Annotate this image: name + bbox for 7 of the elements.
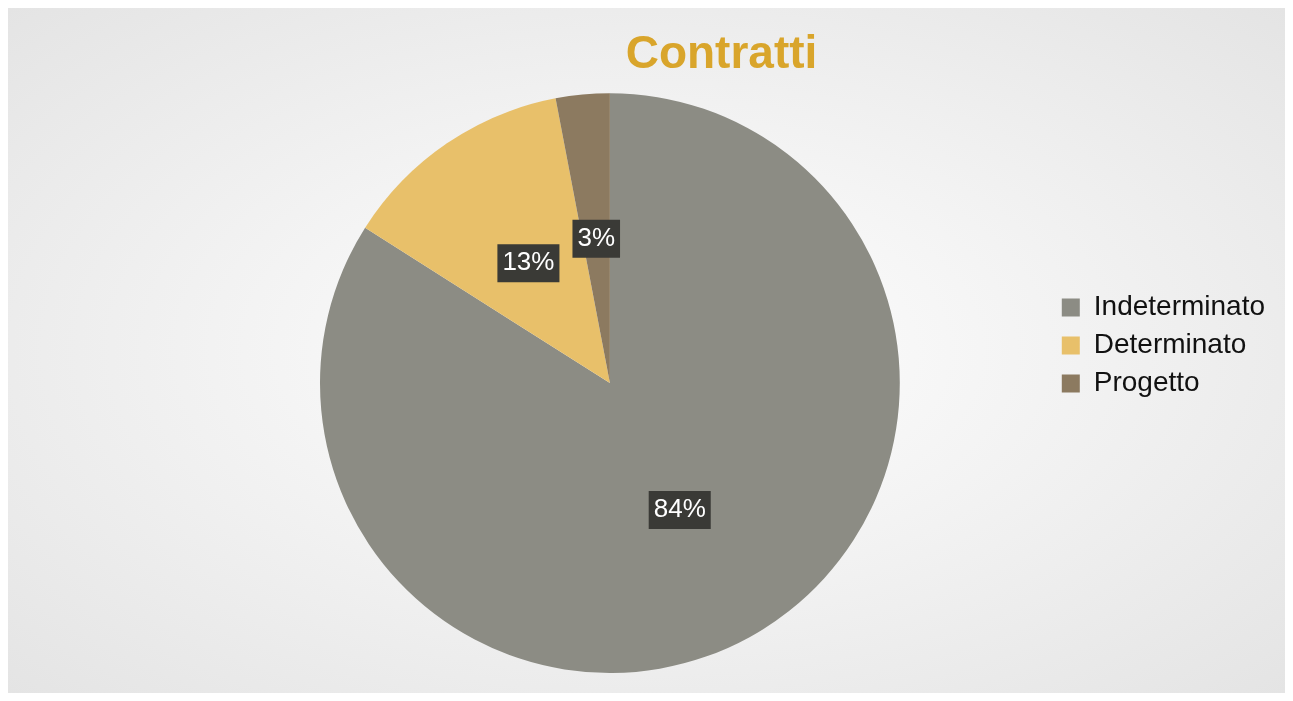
data-label: 3% bbox=[577, 221, 616, 252]
data-label: 13% bbox=[502, 246, 555, 277]
legend-label: Determinato bbox=[1093, 328, 1247, 360]
legend-label: Progetto bbox=[1093, 366, 1200, 398]
legend-label: Indeterminato bbox=[1093, 290, 1266, 322]
data-label: 84% bbox=[653, 493, 706, 524]
chart-title: Contratti bbox=[625, 26, 818, 79]
